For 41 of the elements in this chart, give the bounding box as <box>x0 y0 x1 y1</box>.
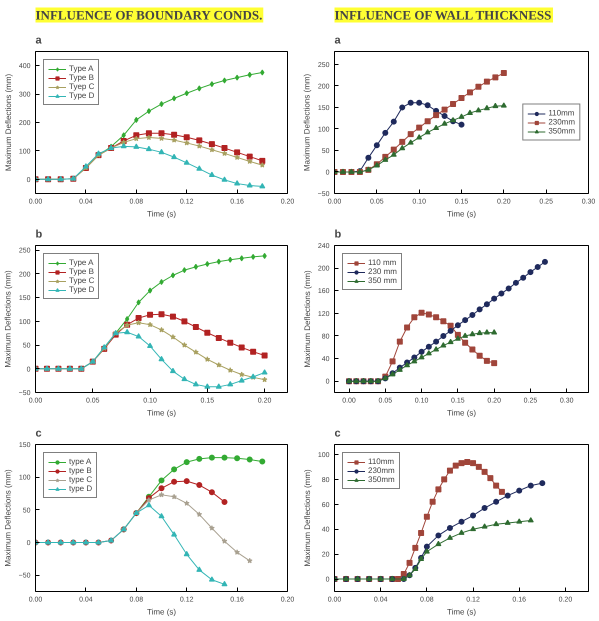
legend-label: type C <box>69 475 92 484</box>
legend-label: type B <box>69 466 92 475</box>
legend-label: type D <box>69 484 92 493</box>
y-axis-title: Maximum Deflections (mm) <box>302 468 312 567</box>
y-axis-title: Maximum Deflections (mm) <box>4 73 13 172</box>
legend-label: Type D <box>69 91 94 100</box>
legend-label: Type B <box>69 73 94 82</box>
legend-label: 230mm <box>368 466 395 475</box>
chart-subtitle: a <box>334 34 342 46</box>
legend-label: Type D <box>69 285 94 294</box>
legend-label: 350mm <box>548 126 575 136</box>
y-axis-title: Maximum Deflections (mm) <box>302 270 312 368</box>
legend-label: Type B <box>69 267 94 276</box>
x-axis-title: Time (s) <box>146 408 176 418</box>
legend-label: 350mm <box>368 475 395 484</box>
y-axis-title: Maximum Deflections (mm) <box>302 73 312 172</box>
x-axis-title: Time (s) <box>446 408 476 418</box>
legend-label: Type C <box>69 276 94 285</box>
chart-subtitle: c <box>36 428 42 440</box>
x-axis-title: Time (s) <box>146 210 176 218</box>
legend-label: 230 mm <box>368 267 397 276</box>
chart-subtitle: b <box>36 228 42 240</box>
legend-label: type A <box>69 457 92 466</box>
legend-label: Tyep C <box>69 82 94 91</box>
y-axis-title: Maximum Deflections (mm) <box>4 468 13 567</box>
legend-label: 110mm <box>368 457 394 466</box>
chart-subtitle: c <box>334 428 341 440</box>
legend-label: 230mm <box>548 118 575 126</box>
chart-title: INFLUENCE OF BOUNDARY CONDS. <box>36 8 262 22</box>
chart-subtitle: a <box>36 34 42 46</box>
x-axis-title: Time (s) <box>446 210 476 218</box>
legend-label: Type A <box>69 258 94 267</box>
legend-label: 110mm <box>548 108 574 118</box>
y-axis-title: Maximum Deflections (mm) <box>4 270 13 368</box>
chart-subtitle: b <box>334 228 342 240</box>
x-axis-title: Time (s) <box>146 608 176 616</box>
legend-label: 110 mm <box>368 258 396 267</box>
x-axis-title: Time (s) <box>446 608 476 616</box>
legend-label: 350 mm <box>368 276 397 285</box>
chart-title: INFLUENCE OF WALL THICKNESS <box>334 8 552 22</box>
legend-label: Type A <box>69 64 94 73</box>
